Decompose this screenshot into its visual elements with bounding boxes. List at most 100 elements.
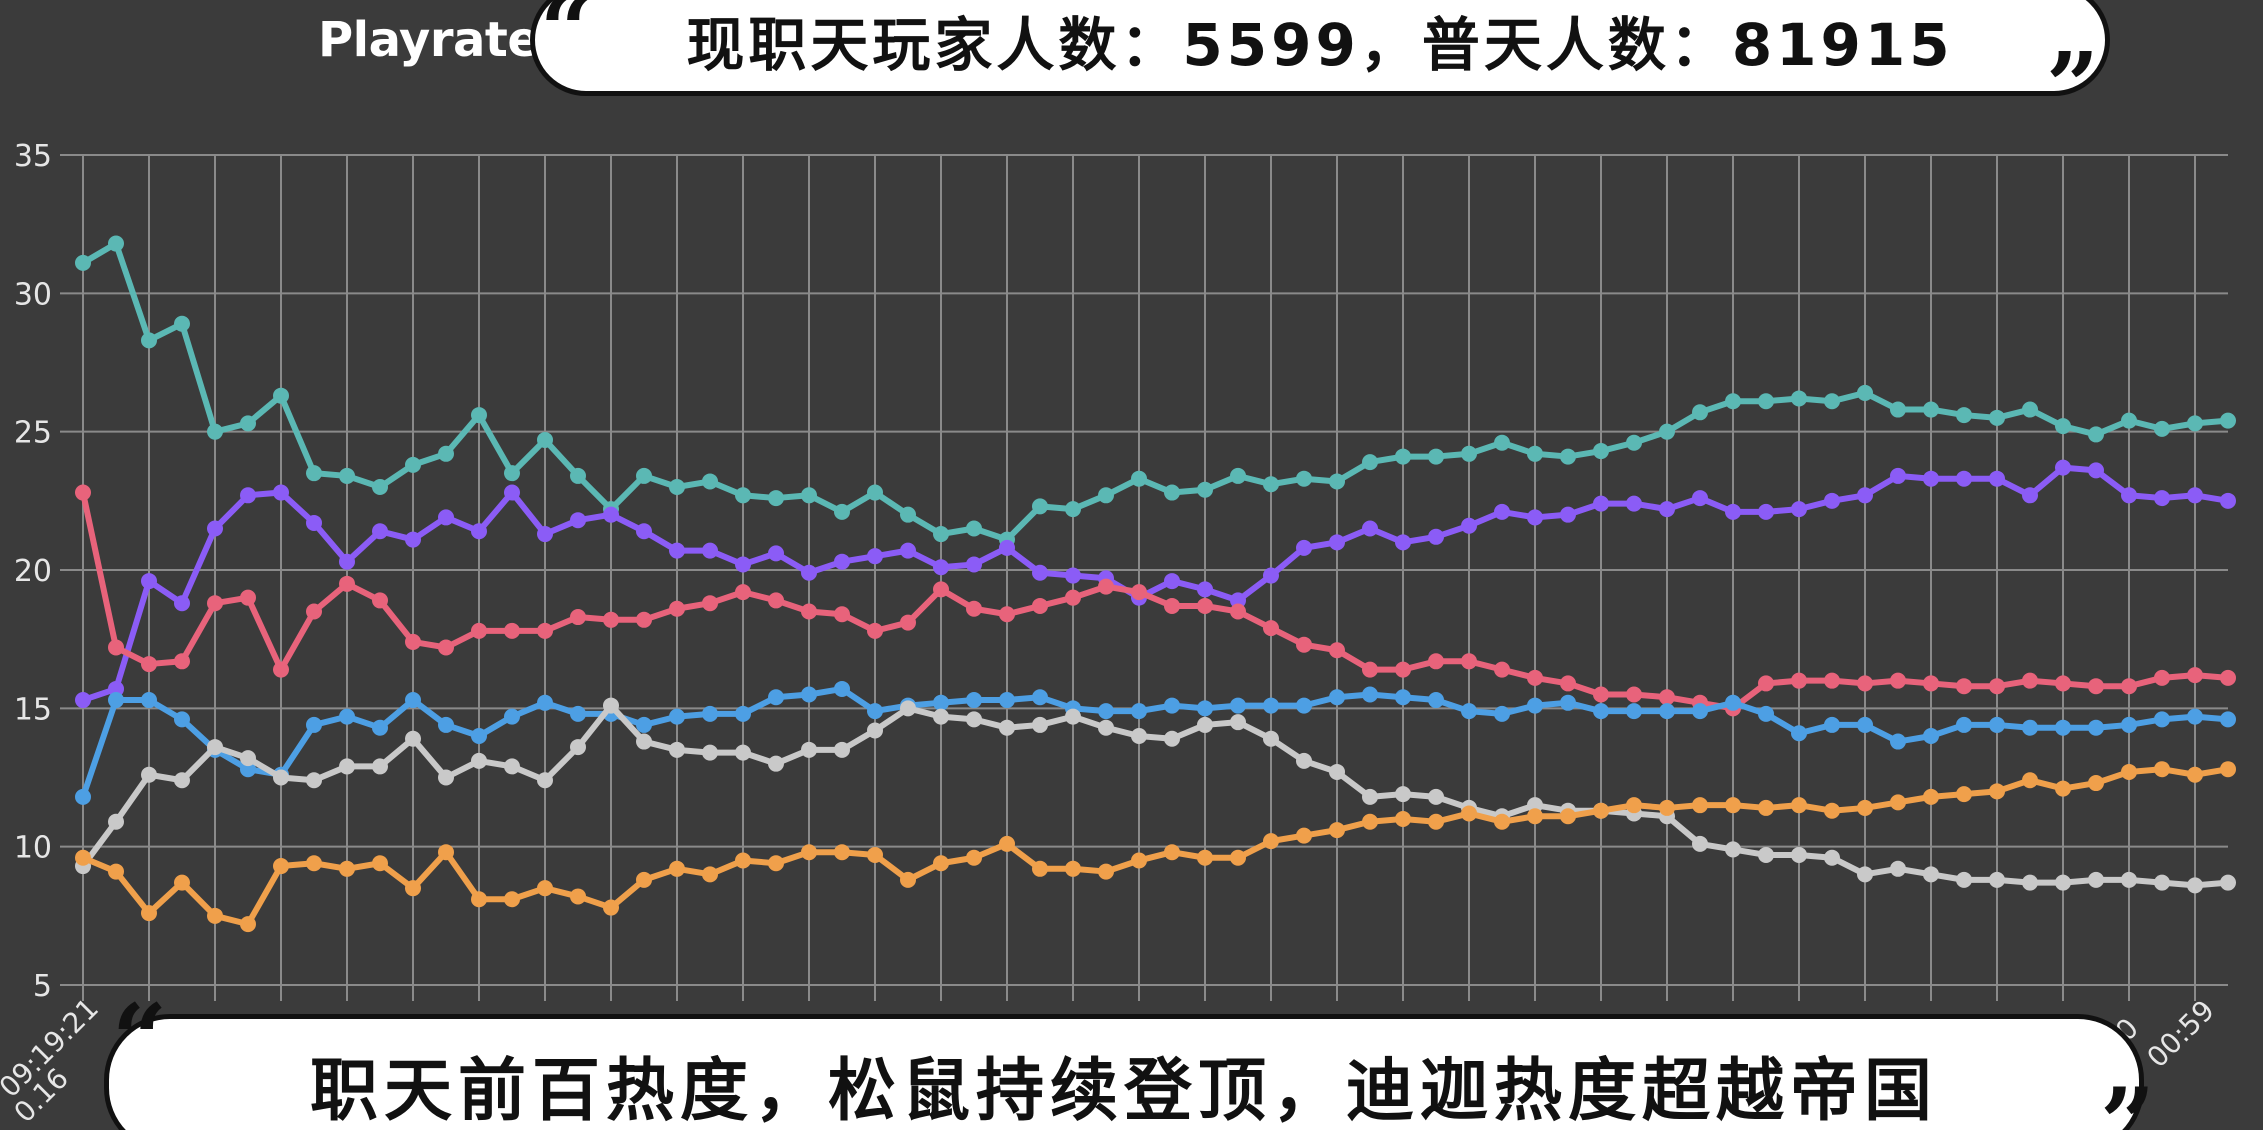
data-point <box>2220 761 2236 778</box>
data-point <box>834 503 850 520</box>
data-point <box>174 772 190 789</box>
data-point <box>2154 420 2170 437</box>
data-point <box>1527 797 1543 814</box>
data-point <box>1263 833 1279 850</box>
data-point <box>1857 866 1873 883</box>
data-point <box>1329 689 1345 706</box>
data-point <box>273 769 289 786</box>
data-point <box>405 880 421 897</box>
data-point <box>108 680 124 697</box>
data-point <box>1956 786 1972 803</box>
data-point <box>174 595 190 612</box>
data-point <box>2121 678 2137 695</box>
data-point <box>1197 849 1213 866</box>
data-point <box>1593 495 1609 512</box>
data-point <box>1131 584 1147 601</box>
data-point <box>1098 487 1114 504</box>
data-point <box>207 423 223 440</box>
data-point <box>867 703 883 720</box>
data-point <box>504 758 520 775</box>
data-point <box>1494 813 1510 830</box>
data-point <box>1065 567 1081 584</box>
data-point <box>834 844 850 861</box>
data-point <box>174 874 190 891</box>
data-point <box>1758 503 1774 520</box>
data-point <box>174 653 190 670</box>
data-point <box>1989 871 2005 888</box>
data-point <box>834 606 850 623</box>
data-point <box>801 741 817 758</box>
data-point <box>768 592 784 609</box>
data-point <box>2088 871 2104 888</box>
data-point <box>1296 539 1312 556</box>
bottom-caption-text: 职天前百热度，松鼠持续登顶，迪迦热度超越帝国 <box>309 1051 1938 1130</box>
data-point <box>2055 719 2071 736</box>
data-point <box>1923 470 1939 487</box>
data-point <box>1890 860 1906 877</box>
data-point <box>1296 636 1312 653</box>
data-point <box>207 595 223 612</box>
data-point <box>1857 675 1873 692</box>
y-tick-label: 20 <box>14 554 52 589</box>
data-point <box>240 750 256 767</box>
data-point <box>1428 448 1444 465</box>
data-point <box>438 509 454 526</box>
data-point <box>1626 495 1642 512</box>
data-point <box>1296 470 1312 487</box>
data-point <box>174 711 190 728</box>
data-point <box>108 639 124 656</box>
data-point <box>2187 708 2203 725</box>
data-point <box>537 772 553 789</box>
data-point <box>1758 393 1774 410</box>
data-point <box>1659 501 1675 518</box>
data-point <box>1758 675 1774 692</box>
data-point <box>273 484 289 501</box>
data-point <box>570 609 586 626</box>
data-point <box>339 553 355 570</box>
data-point <box>900 700 916 717</box>
data-point <box>1395 811 1411 827</box>
data-point <box>735 584 751 601</box>
data-point <box>1989 678 2005 695</box>
data-point <box>1890 794 1906 811</box>
data-point <box>240 415 256 432</box>
data-point <box>1362 788 1378 805</box>
data-point <box>306 603 322 620</box>
data-point <box>1527 808 1543 825</box>
data-point <box>1659 423 1675 440</box>
data-point <box>570 467 586 484</box>
data-point <box>1131 703 1147 720</box>
data-point <box>1461 805 1477 822</box>
data-point <box>1362 454 1378 471</box>
data-point <box>999 719 1015 736</box>
data-point <box>372 592 388 609</box>
data-point <box>735 487 751 504</box>
data-point <box>669 741 685 758</box>
data-point <box>1362 813 1378 830</box>
data-point <box>1725 841 1741 858</box>
data-point <box>339 860 355 877</box>
data-point <box>1923 866 1939 883</box>
data-point <box>1890 733 1906 750</box>
data-point <box>2220 711 2236 728</box>
data-point <box>1395 786 1411 803</box>
bottom-caption-banner: 职天前百热度，松鼠持续登顶，迪迦热度超越帝国 <box>104 1014 2144 1130</box>
y-tick-label: 30 <box>14 277 52 312</box>
data-point <box>1956 470 1972 487</box>
data-point <box>2187 877 2203 894</box>
data-point <box>537 622 553 639</box>
data-point <box>372 758 388 775</box>
data-point <box>471 891 487 908</box>
data-point <box>141 905 157 922</box>
top-caption-text: 现职天玩家人数：5599，普天人数：81915 <box>686 11 1954 79</box>
y-tick-label: 15 <box>14 692 52 727</box>
data-point <box>735 744 751 761</box>
data-point <box>1725 393 1741 410</box>
data-point <box>636 716 652 733</box>
data-point <box>1230 592 1246 609</box>
data-point <box>867 484 883 501</box>
data-point <box>1725 503 1741 520</box>
data-point <box>1956 871 1972 888</box>
data-point <box>1230 467 1246 484</box>
